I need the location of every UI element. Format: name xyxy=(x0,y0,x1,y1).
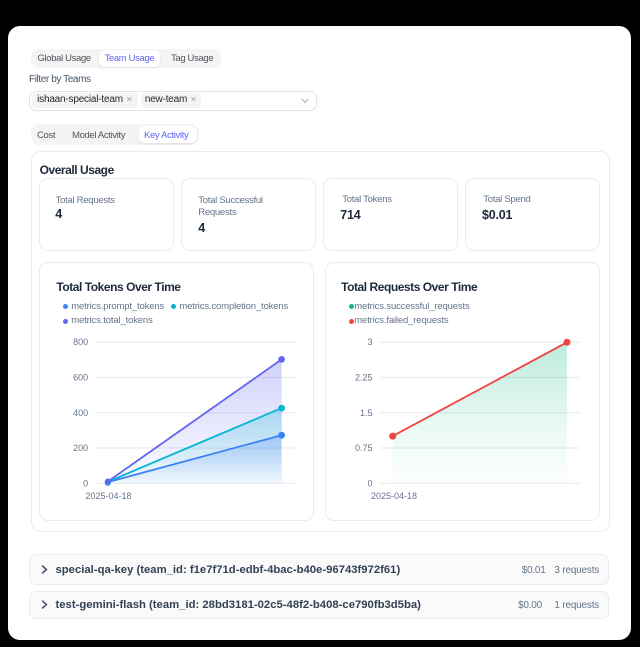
svg-text:800: 800 xyxy=(73,337,88,347)
svg-text:2025-04-18: 2025-04-18 xyxy=(371,491,417,501)
svg-text:1.5: 1.5 xyxy=(360,407,373,417)
svg-text:400: 400 xyxy=(73,407,88,417)
svg-text:3: 3 xyxy=(367,337,372,347)
svg-text:200: 200 xyxy=(73,443,88,453)
svg-text:2.25: 2.25 xyxy=(355,372,373,382)
svg-text:2025-04-18: 2025-04-18 xyxy=(85,491,131,501)
svg-text:0: 0 xyxy=(83,478,88,488)
svg-text:0.75: 0.75 xyxy=(355,443,373,453)
svg-text:600: 600 xyxy=(73,372,88,382)
svg-text:0: 0 xyxy=(367,478,372,488)
